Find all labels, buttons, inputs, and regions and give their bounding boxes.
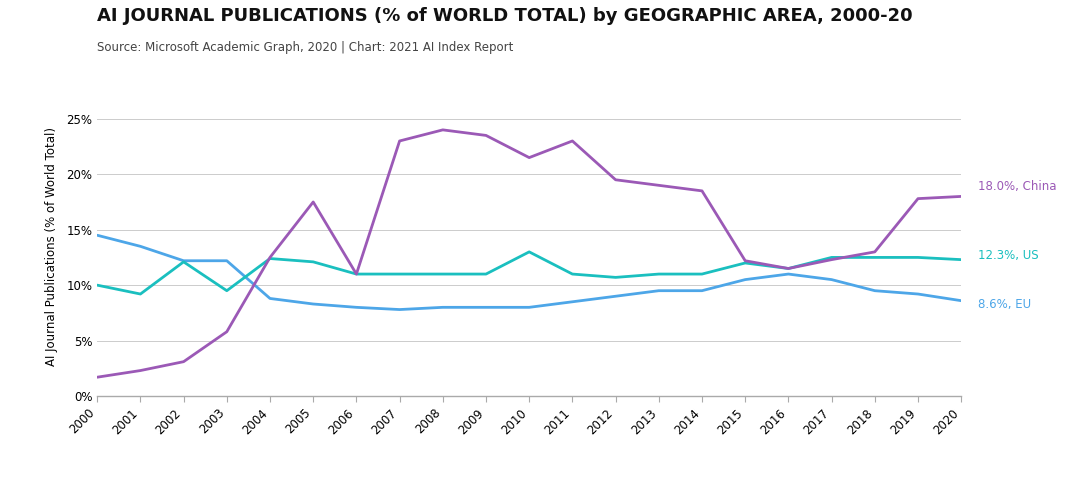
Text: AI JOURNAL PUBLICATIONS (% of WORLD TOTAL) by GEOGRAPHIC AREA, 2000-20: AI JOURNAL PUBLICATIONS (% of WORLD TOTA… [97, 7, 913, 25]
Text: 12.3%, US: 12.3%, US [978, 249, 1039, 262]
Y-axis label: AI Journal Publications (% of World Total): AI Journal Publications (% of World Tota… [45, 127, 58, 366]
Text: Source: Microsoft Academic Graph, 2020 | Chart: 2021 AI Index Report: Source: Microsoft Academic Graph, 2020 |… [97, 41, 514, 54]
Text: 8.6%, EU: 8.6%, EU [978, 298, 1031, 311]
Text: 18.0%, China: 18.0%, China [978, 180, 1057, 193]
